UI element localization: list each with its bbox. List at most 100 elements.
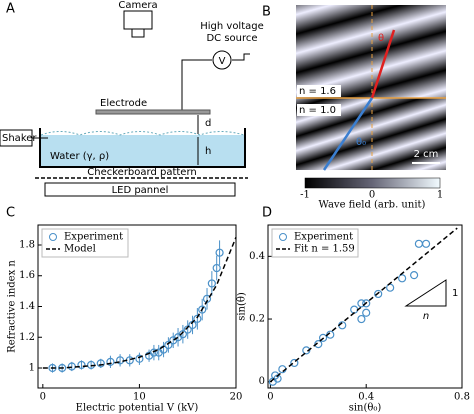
data-point xyxy=(290,358,299,368)
x-tick-label: 10 xyxy=(133,392,146,403)
led-panel xyxy=(44,182,236,197)
panel-label: A xyxy=(6,2,15,17)
data-point xyxy=(96,359,105,368)
legend-swatch xyxy=(279,233,287,241)
y-tick-label: 1.6 xyxy=(19,270,35,281)
legend-entry: Experiment xyxy=(64,232,123,243)
setup-diagram: Camera High voltage DC source V Electrod… xyxy=(0,0,264,197)
label: d xyxy=(205,118,211,129)
data-point xyxy=(362,308,371,317)
legend-swatch xyxy=(49,233,57,241)
data-point xyxy=(318,333,328,342)
label: Checkerboard pattern xyxy=(87,167,196,178)
scale-label: 2 cm xyxy=(414,149,439,160)
legend-entry: Model xyxy=(64,244,96,255)
data-point xyxy=(398,274,407,283)
label: Camera xyxy=(118,0,157,11)
x-axis-label: Electric potential V (kV) xyxy=(76,403,199,414)
y-tick-label: 1.2 xyxy=(19,332,35,343)
wire xyxy=(232,53,250,61)
label-bg xyxy=(297,85,341,97)
data-point xyxy=(421,239,431,248)
region-label: n = 1.6 xyxy=(299,86,336,97)
data-point xyxy=(409,271,419,280)
label: LED pannel xyxy=(112,185,169,196)
legend-box xyxy=(271,228,359,258)
x-axis-label: sin(θ₀) xyxy=(349,403,382,414)
legend-entry: Fit n = 1.59 xyxy=(294,244,355,255)
data-point xyxy=(314,340,323,349)
data-point xyxy=(302,346,311,355)
data-point xyxy=(374,289,383,299)
data-point xyxy=(386,283,395,292)
data-point xyxy=(58,363,67,373)
data-point xyxy=(135,354,144,363)
y-axis-label: sin(θ) xyxy=(237,292,248,321)
data-point xyxy=(212,263,221,273)
data-point xyxy=(414,239,423,248)
data-point xyxy=(149,348,159,357)
y-tick-label: 0.2 xyxy=(249,314,265,325)
x-tick-label: 0 xyxy=(267,392,273,403)
region-top xyxy=(296,5,446,98)
incident-ray xyxy=(322,97,374,171)
colorbar-tick: 0 xyxy=(369,190,375,201)
y-tick-label: 0 xyxy=(259,376,265,387)
data-point xyxy=(77,360,86,370)
label: Water (γ, ρ) xyxy=(50,151,109,162)
legend-box xyxy=(41,228,129,258)
label: Electrode xyxy=(100,98,147,109)
water xyxy=(41,135,244,166)
x-tick-label: 20 xyxy=(230,392,243,403)
voltmeter xyxy=(212,50,232,70)
y-tick-label: 1.8 xyxy=(19,239,35,250)
label: h xyxy=(205,146,211,157)
data-point xyxy=(362,299,371,308)
angle-label: θ xyxy=(378,33,384,44)
plot-frame xyxy=(267,224,463,389)
model-line xyxy=(269,227,458,383)
y-tick-label: 1 xyxy=(29,363,35,374)
data-point xyxy=(193,314,202,323)
y-tick-label: 0.4 xyxy=(249,251,265,262)
colorbar-label: Wave field (arb. unit) xyxy=(319,200,426,211)
data-point xyxy=(164,340,173,350)
region-label: n = 1.0 xyxy=(299,105,336,116)
x-tick-label: 0.8 xyxy=(454,392,470,403)
panel-label: B xyxy=(262,5,271,20)
panel-label: D xyxy=(262,206,272,221)
x-tick-label: 0 xyxy=(40,392,46,403)
data-point xyxy=(357,314,366,324)
y-tick-label: 1.4 xyxy=(19,301,35,312)
y-axis-label: Refractive index n xyxy=(7,260,18,353)
wire xyxy=(181,59,212,110)
model-line xyxy=(42,237,237,369)
data-point xyxy=(207,279,216,288)
x-tick-label: 0.4 xyxy=(358,392,374,403)
electrode xyxy=(95,109,211,115)
data-point xyxy=(48,363,57,373)
colorbar-tick: 1 xyxy=(437,190,443,201)
slope-label: 1 xyxy=(452,288,458,299)
label: High voltage xyxy=(200,21,264,32)
angle-label: θ₀ xyxy=(356,137,366,148)
surface xyxy=(40,131,245,136)
colorbar-tick: -1 xyxy=(300,190,310,201)
data-point xyxy=(183,325,192,334)
label-bg xyxy=(297,104,341,116)
tank xyxy=(39,128,246,168)
label: DC source xyxy=(206,33,257,44)
data-point xyxy=(106,357,115,366)
slope-triangle xyxy=(404,279,447,307)
data-point xyxy=(178,330,187,339)
label: V xyxy=(219,56,226,67)
lens xyxy=(131,28,145,38)
slope-label: n xyxy=(423,311,429,322)
camera xyxy=(123,10,153,30)
data-point xyxy=(198,305,207,314)
label: Shaker xyxy=(2,133,37,144)
panel-label: C xyxy=(6,206,15,221)
refracted-ray xyxy=(370,29,396,99)
data-point xyxy=(215,248,224,257)
